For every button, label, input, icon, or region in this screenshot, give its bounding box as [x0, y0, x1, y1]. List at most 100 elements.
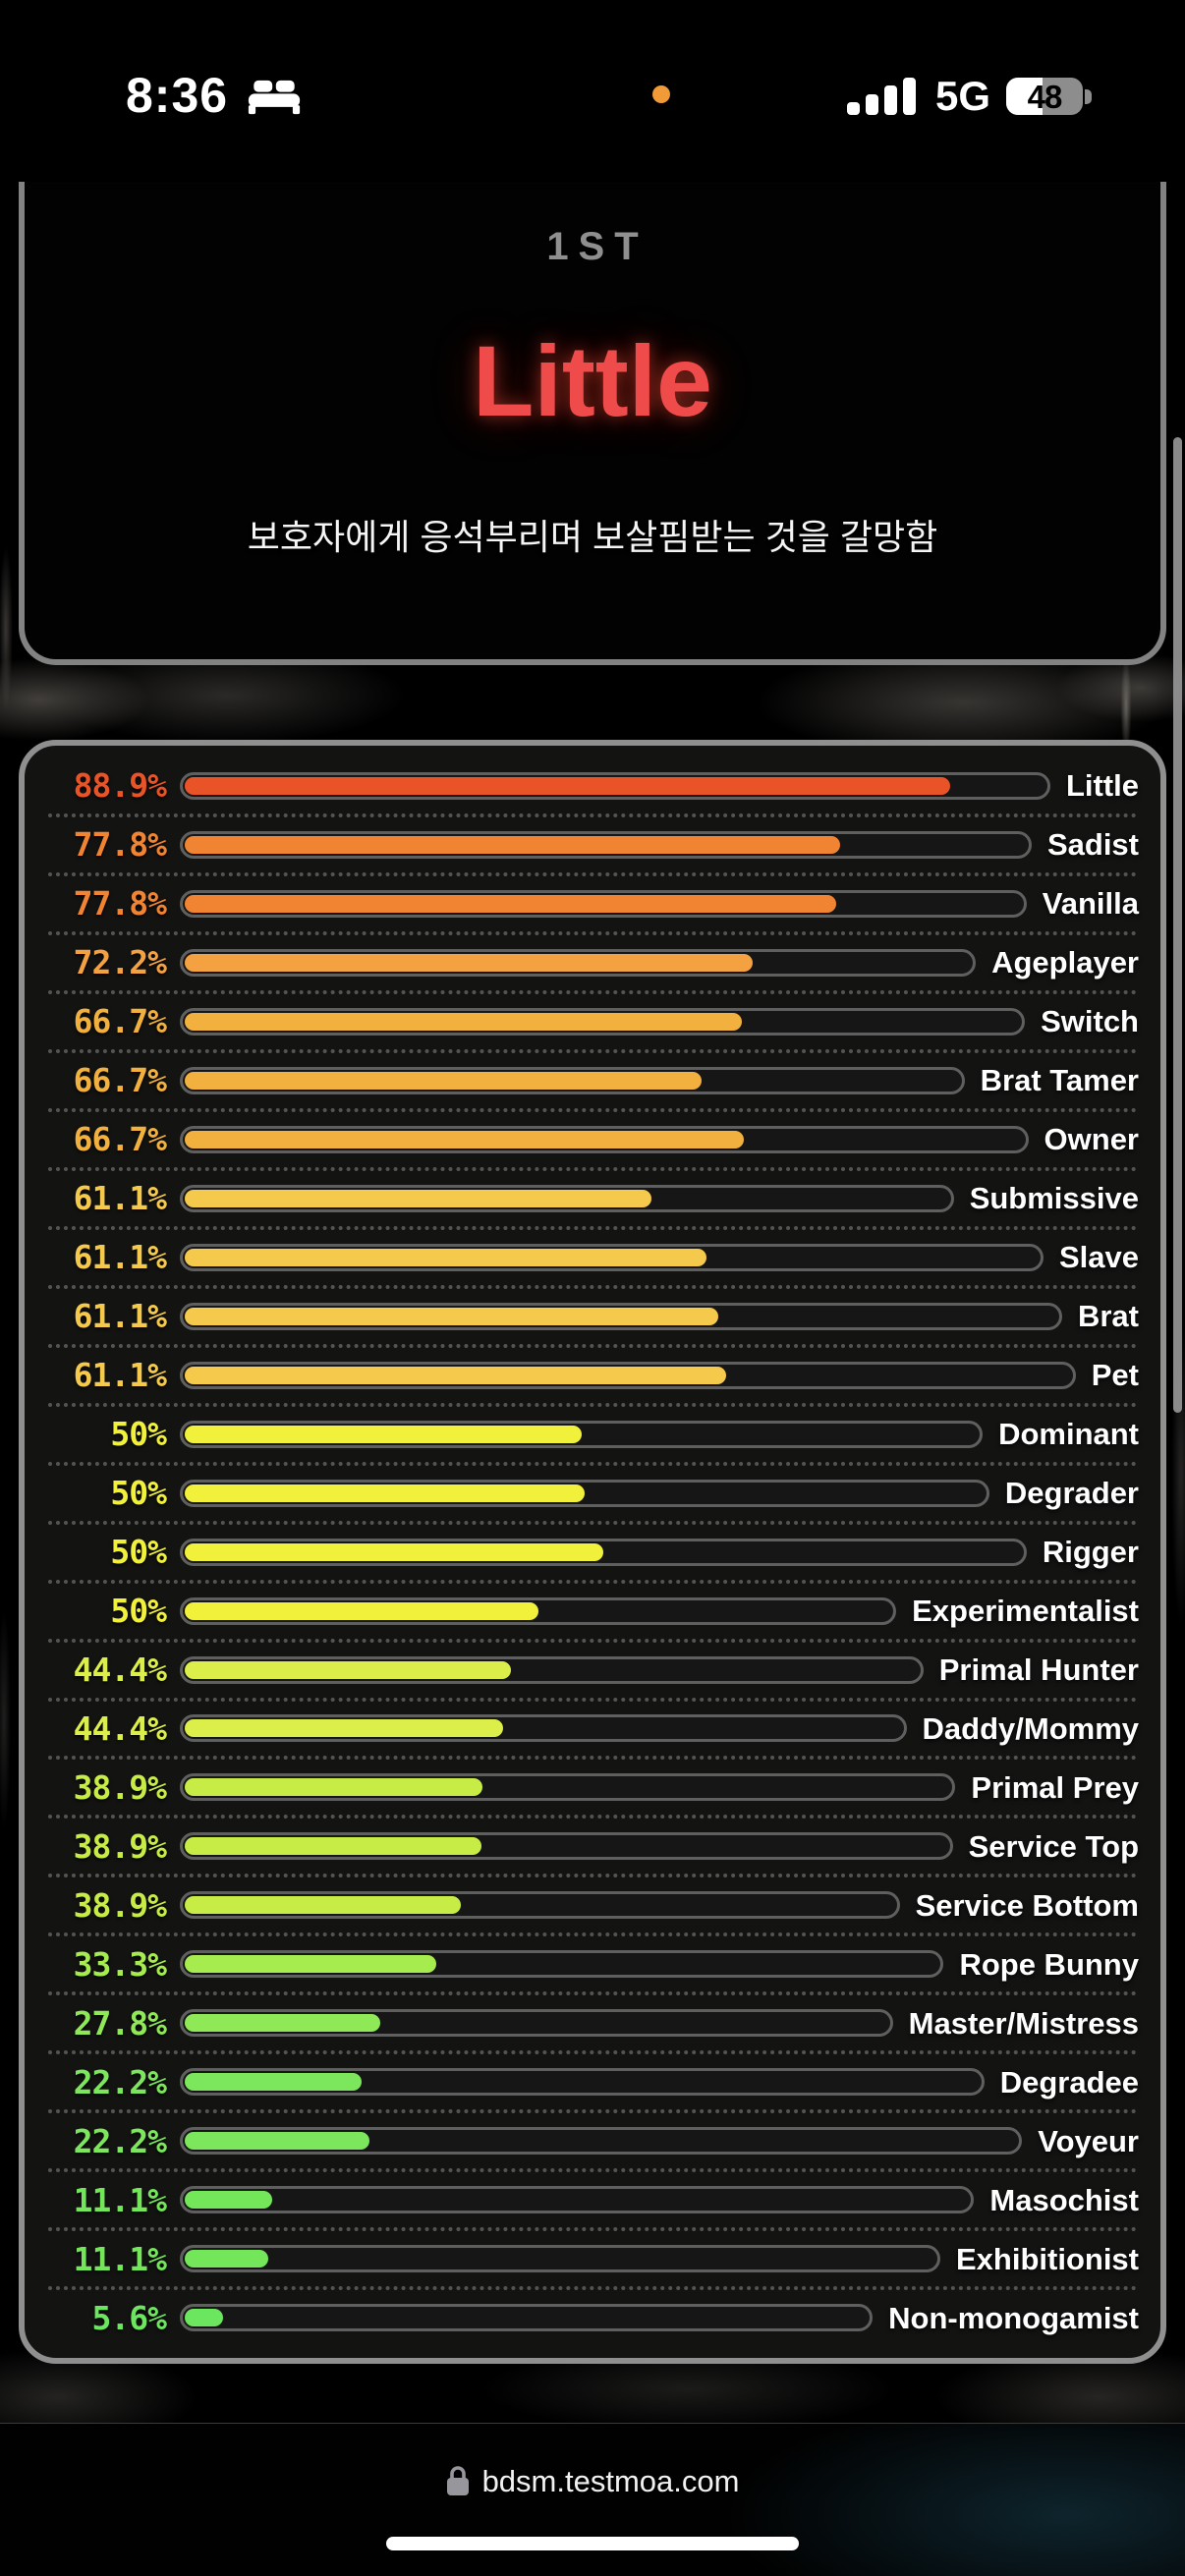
result-label: Rope Bunny [959, 1946, 1139, 1982]
result-bar-fill [185, 1012, 742, 1031]
result-bar-fill [185, 1425, 582, 1443]
result-bar-fill [185, 776, 950, 795]
result-bar-fill [185, 1542, 603, 1561]
result-bar-track [180, 1773, 956, 1802]
row-separator [48, 1107, 1137, 1112]
home-indicator[interactable] [386, 2537, 799, 2550]
result-bar-fill [185, 1660, 511, 1679]
result-bar-track [180, 889, 1027, 918]
row-separator [48, 1402, 1137, 1407]
result-bar-fill [185, 1896, 462, 1915]
result-bar-track [180, 2009, 893, 2038]
row-separator [48, 930, 1137, 935]
safari-bottom-bar: bdsm.testmoa.com [0, 2423, 1185, 2576]
result-bar-track [180, 1420, 984, 1448]
result-bar-track [180, 1655, 924, 1684]
row-separator [48, 1991, 1137, 1996]
result-bar-track [180, 1007, 1026, 1036]
result-bar-fill [185, 835, 840, 854]
microphone-indicator-dot [652, 85, 670, 103]
row-separator [48, 1343, 1137, 1348]
result-bar-fill [185, 1307, 718, 1325]
result-percent: 33.3% [73, 1944, 167, 1984]
result-bar-track [180, 1538, 1027, 1566]
result-label: Brat Tamer [980, 1063, 1139, 1098]
lock-icon [446, 2466, 469, 2495]
result-bar-track [180, 2127, 1023, 2156]
result-bar-fill [185, 1837, 482, 1856]
result-bar-track [180, 2186, 975, 2214]
result-percent: 44.4% [73, 1708, 167, 1748]
row-separator [48, 1815, 1137, 1820]
url-bar[interactable]: bdsm.testmoa.com [0, 2465, 1185, 2496]
result-percent: 50% [110, 1415, 167, 1454]
result-percent: 88.9% [73, 766, 167, 806]
result-row: 11.1% Masochist [46, 2172, 1139, 2227]
battery-fill [1006, 78, 1044, 115]
result-title: Little [473, 325, 712, 437]
result-row: 38.9% Service Bottom [46, 1877, 1139, 1932]
result-bar-track [180, 1243, 1044, 1271]
result-bar-fill [185, 2014, 380, 2033]
result-label: Exhibitionist [956, 2241, 1139, 2276]
result-percent: 61.1% [73, 1179, 167, 1218]
row-separator [48, 2109, 1137, 2114]
result-row: 61.1% Submissive [46, 1171, 1139, 1226]
result-label: Pet [1091, 1358, 1139, 1393]
result-row: 50% Rigger [46, 1525, 1139, 1580]
rank-label: 1ST [546, 225, 649, 268]
result-bar-fill [185, 1484, 585, 1502]
result-bar-fill [185, 1719, 503, 1738]
result-bar-track [180, 1891, 900, 1920]
result-row: 77.8% Vanilla [46, 876, 1139, 931]
row-separator [48, 1932, 1137, 1937]
result-label: Dominant [998, 1417, 1139, 1452]
result-bar-track [180, 1184, 954, 1212]
result-label: Ageplayer [991, 945, 1139, 980]
result-percent: 66.7% [73, 1120, 167, 1159]
result-percent: 22.2% [73, 2121, 167, 2160]
result-bar-fill [185, 2309, 223, 2327]
result-percent: 38.9% [73, 1767, 167, 1807]
result-bar-fill [185, 953, 753, 972]
result-row: 66.7% Switch [46, 994, 1139, 1049]
result-percent: 50% [110, 1533, 167, 1572]
bed-icon [248, 80, 301, 115]
result-row: 38.9% Primal Prey [46, 1760, 1139, 1815]
row-separator [48, 1579, 1137, 1584]
result-percent: 38.9% [73, 1885, 167, 1925]
row-separator [48, 1284, 1137, 1289]
result-bar-track [180, 1714, 907, 1743]
result-bar-track [180, 948, 977, 977]
result-row: 11.1% Exhibitionist [46, 2231, 1139, 2286]
row-separator [48, 1048, 1137, 1053]
result-percent: 11.1% [73, 2180, 167, 2219]
status-right-cluster: 5G 48 [847, 76, 1093, 117]
result-bar-fill [185, 1071, 702, 1090]
result-label: Voyeur [1038, 2123, 1139, 2158]
result-bar-track [180, 830, 1032, 859]
result-bar-fill [185, 1189, 652, 1207]
row-separator [48, 1166, 1137, 1171]
result-label: Vanilla [1042, 886, 1139, 922]
result-bar-fill [185, 1130, 745, 1148]
result-bar-fill [185, 1778, 483, 1797]
result-label: Switch [1041, 1004, 1139, 1039]
result-row: 61.1% Brat [46, 1289, 1139, 1344]
result-bar-fill [185, 1366, 726, 1384]
result-row: 50% Degrader [46, 1466, 1139, 1521]
result-row: 61.1% Slave [46, 1230, 1139, 1285]
result-row: 44.4% Primal Hunter [46, 1643, 1139, 1698]
result-label: Owner [1044, 1122, 1139, 1157]
result-bar-track [180, 2068, 985, 2097]
result-row: 50% Experimentalist [46, 1584, 1139, 1639]
result-bar-track [180, 771, 1050, 800]
result-bar-fill [185, 894, 836, 913]
result-label: Little [1065, 768, 1139, 804]
result-percent: 61.1% [73, 1297, 167, 1336]
result-row: 72.2% Ageplayer [46, 935, 1139, 990]
row-separator [48, 1638, 1137, 1643]
result-label: Primal Hunter [938, 1652, 1139, 1688]
result-label: Degradee [999, 2064, 1139, 2100]
scrollbar[interactable] [1173, 437, 1182, 1413]
